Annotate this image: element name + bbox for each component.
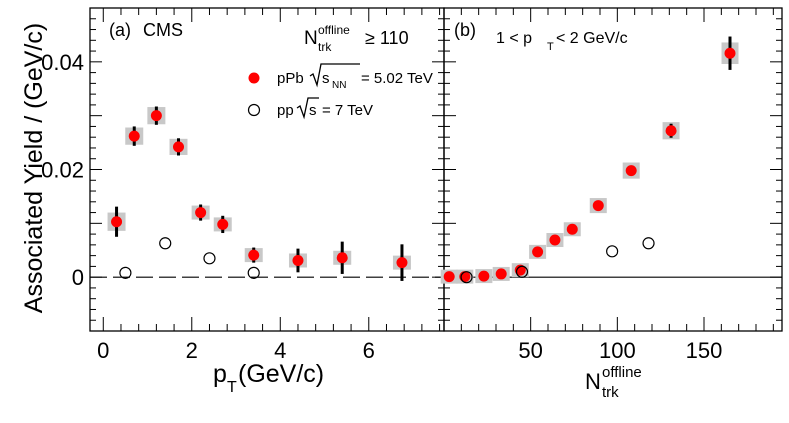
legend: pPb s NN = 5.02 TeV pp s = 7 TeV [247,63,433,120]
panel-b-ppb-point [549,234,561,246]
panel-a-pp-point [159,237,172,250]
panel-b-ppb-point [566,223,578,235]
x-axis-label-a-rest: (GeV/c) [238,360,324,388]
panel-a-ppb-point [150,110,162,122]
panel-b-pp-point [642,237,655,250]
panel-b-ppb-point [625,165,637,177]
panel-b-ppb-point [665,125,677,137]
panel-a-pp-point [203,252,216,265]
panel-b-ppb-point [532,246,544,258]
panel-b-ppb-point [724,47,736,59]
panel-b-ppb-point [443,271,455,283]
y-axis-label: Associated Yield / (GeV/c) [20,23,48,313]
legend-ppb-value: = 5.02 TeV [361,70,433,87]
x-axis-label-b-sub: trk [602,384,619,401]
panel-a-ppb-point [173,141,184,153]
panel-b-x-tick-label: 100 [599,338,636,363]
selection-b: 1 < p T < 2 GeV/c [496,30,628,53]
panel-a-y-tick-label: 0.04 [41,50,84,75]
panel-b-x-tick-label: 50 [518,338,542,363]
panel-b-ppb-point [495,268,507,280]
selection-a-sup: offline [318,23,350,37]
x-axis-label-a: p T (GeV/c) [213,360,324,396]
panel-b-label: (b) [454,20,476,40]
panel-a-label: (a) [109,20,131,40]
panel-a-y-tick-label: 0 [72,265,84,290]
selection-a-main: N [304,28,318,49]
panel-b-plot: 50 100 150 [440,7,782,363]
panel-a-x-tick-label: 0 [97,338,109,363]
x-axis-label-a-sub: T [227,379,237,396]
panel-a-ppb-point [292,254,304,266]
experiment-label: CMS [143,20,183,40]
legend-pp-sqrt [296,97,319,120]
panel-a-x-tick-label: 4 [274,338,286,363]
panel-a-ppb-point [336,252,348,264]
panel-a-ppb-point [217,218,229,230]
selection-a-rest: ≥ 110 [365,28,409,48]
legend-ppb-marker [248,72,260,84]
panel-a-x-tick-label: 2 [186,338,198,363]
panel-a-y-tick-label: 0.02 [41,158,84,183]
panel-b-x-tick-label: 150 [686,338,723,363]
legend-pp-s: s [309,102,317,119]
panel-b-ppb-point [514,264,526,276]
legend-pp-marker [247,103,261,117]
panel-b-ppb-point [592,200,604,212]
selection-b-left: 1 < p [496,30,532,47]
panel-a-ppb-point [111,216,123,228]
legend-ppb-sub: NN [332,80,346,91]
panel-b-pp-point [606,245,619,258]
panel-a-ppb-point [248,249,260,261]
selection-a-sub: trk [318,40,332,54]
panel-b-ppb-point [478,270,490,282]
panel-a-ppb-point [195,207,207,219]
panel-a-ppb-point [128,130,140,142]
x-axis-label-b-sup: offline [602,364,642,381]
panel-a-plot: 0 0.02 0.04 0 2 4 6 [41,7,444,363]
panel-a-pp-point [119,266,132,279]
x-axis-label-b: N offline trk [585,364,642,401]
panel-b-pp-point [460,271,473,284]
x-axis-label-a-main: p [213,360,227,388]
selection-b-sub: T [547,41,554,53]
panel-a-x-tick-label: 6 [363,338,375,363]
panel-b-pp-point [515,265,529,278]
selection-a: N offline trk ≥ 110 [304,23,409,54]
legend-pp-prefix: pp [277,102,294,119]
panel-a-frame [89,7,445,332]
legend-ppb-s: s [322,70,330,87]
panel-a-ppb-point [396,257,408,269]
legend-ppb-prefix: pPb [277,70,304,87]
x-axis-label-b-main: N [585,369,601,394]
selection-b-right: < 2 GeV/c [556,30,628,47]
panel-a-pp-point [247,266,260,279]
legend-ppb-sqrt [309,63,360,88]
legend-pp-value: = 7 TeV [322,102,373,119]
